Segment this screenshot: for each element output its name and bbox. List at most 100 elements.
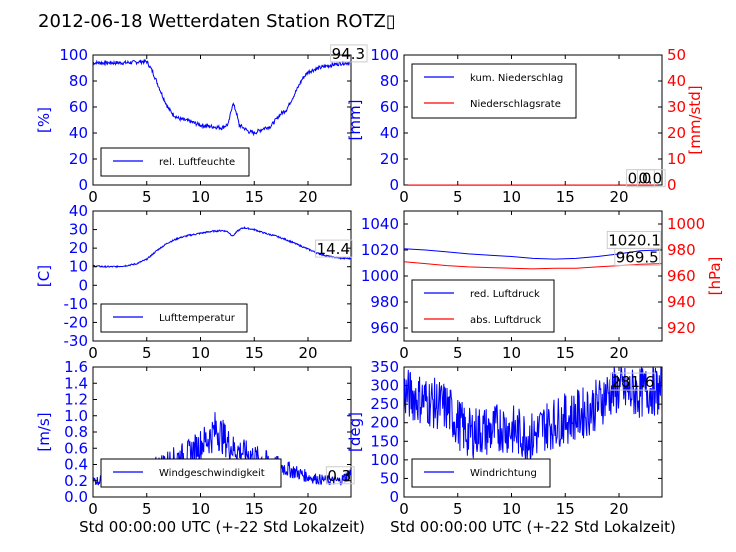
x-tick-label: 5 [453, 344, 463, 362]
series-line-rel-luftfeuchte [93, 58, 351, 137]
y-tick-label: -30 [64, 332, 89, 350]
x-tick-label: 0 [88, 500, 98, 518]
y-tick-label: 200 [370, 414, 399, 432]
y2-tick-label: 30 [667, 98, 686, 116]
y-tick-label: 350 [370, 358, 399, 376]
y-tick-label: 40 [69, 124, 88, 142]
y-tick-label: 0 [389, 488, 399, 506]
series-line-lufttemperatur [93, 226, 351, 269]
legend: rel. Luftfeuchte [100, 147, 250, 177]
legend-label: Niederschlagsrate [470, 99, 561, 110]
x-axis-label: Std 00:00:00 UTC (+-22 Std Lokalzeit) [390, 518, 676, 536]
legend-label: kum. Niederschlag [470, 73, 563, 84]
legend: Windrichtung [411, 458, 551, 488]
y-axis-label: [%] [35, 107, 53, 133]
y2-tick-label: 20 [667, 124, 686, 142]
x-tick-label: 15 [245, 188, 264, 206]
value-annotation-box [325, 466, 355, 485]
x-tick-label: 5 [142, 188, 152, 206]
legend-box [100, 147, 250, 177]
series-line-red-luftdruck [404, 248, 662, 260]
y-tick-label: 20 [69, 150, 88, 168]
value-annotation: 281.6 [611, 373, 654, 391]
y-axis-label: [C] [35, 265, 53, 287]
value-annotation: 969.5 [616, 248, 659, 266]
y-tick-label: 80 [69, 72, 88, 90]
legend-label: red. Luftdruck [470, 289, 540, 300]
y-tick-label: 60 [69, 98, 88, 116]
y2-tick-label: 1000 [667, 215, 705, 233]
x-tick-label: 0 [399, 188, 409, 206]
y-axis-label: [deg] [346, 412, 364, 452]
y-tick-label: 1.4 [64, 374, 88, 392]
y-tick-label: 960 [370, 319, 399, 337]
y-tick-label: 0 [78, 276, 88, 294]
legend-label: Windgeschwindigkeit [159, 468, 265, 479]
y-tick-label: 1.0 [64, 407, 88, 425]
x-tick-label: 5 [453, 188, 463, 206]
y-tick-label: 20 [69, 239, 88, 257]
x-tick-label: 10 [502, 344, 521, 362]
x-tick-label: 15 [556, 500, 575, 518]
y-tick-label: 300 [370, 377, 399, 395]
y-tick-label: 30 [69, 221, 88, 239]
y-tick-label: -10 [64, 295, 89, 313]
y2-axis-label: [hPa] [706, 257, 724, 296]
y-tick-label: 1000 [361, 267, 399, 285]
y-tick-label: 100 [370, 46, 399, 64]
x-tick-label: 15 [245, 500, 264, 518]
x-tick-label: 5 [453, 500, 463, 518]
chart-pressure: 0 5 10 15 20 960 980 1000 1020 1040 920 940 960 980 10… [361, 210, 724, 362]
y-tick-label: 20 [380, 150, 399, 168]
legend-label: Lufttemperatur [159, 313, 236, 324]
y2-tick-label: 960 [667, 267, 696, 285]
y-axis-label: [m/s] [35, 412, 53, 451]
x-tick-label: 10 [502, 500, 521, 518]
y-tick-label: 60 [380, 98, 399, 116]
x-tick-label: 5 [142, 500, 152, 518]
y-tick-label: 0.6 [64, 439, 88, 457]
x-tick-label: 0 [399, 344, 409, 362]
y-tick-label: 80 [380, 72, 399, 90]
y-tick-label: 250 [370, 395, 399, 413]
y2-tick-label: 10 [667, 150, 686, 168]
y-tick-label: 1.6 [64, 358, 88, 376]
y-tick-label: 1.2 [64, 391, 88, 409]
x-tick-label: 0 [88, 344, 98, 362]
x-tick-label: 15 [556, 188, 575, 206]
legend: kum. Niederschlag Niederschlagsrate [411, 63, 577, 119]
legend-box [100, 458, 282, 488]
x-tick-label: 10 [191, 344, 210, 362]
value-annotation: 0.0 [638, 170, 662, 188]
x-tick-label: 5 [142, 344, 152, 362]
value-annotation: 0.3 [327, 467, 351, 485]
y-tick-label: 150 [370, 432, 399, 450]
y-tick-label: 50 [380, 469, 399, 487]
value-annotation: 94.3 [332, 45, 365, 63]
value-annotation-box [636, 169, 666, 188]
x-tick-label: 0 [399, 500, 409, 518]
y-tick-label: 10 [69, 258, 88, 276]
y-tick-label: 0.2 [64, 472, 88, 490]
y2-tick-label: 940 [667, 293, 696, 311]
legend-label: Windrichtung [470, 468, 537, 479]
x-tick-label: 10 [191, 500, 210, 518]
series-line-windrichtung [404, 367, 662, 461]
chart-temperature: 0 5 10 15 20-30-20-10010203040[C]14.4Lufttem… [35, 202, 353, 362]
x-tick-label: 20 [609, 188, 628, 206]
x-tick-label: 10 [502, 188, 521, 206]
x-tick-label: 20 [609, 500, 628, 518]
x-tick-label: 15 [556, 344, 575, 362]
value-annotation: 1020.1 [608, 231, 661, 249]
x-tick-label: 20 [298, 500, 317, 518]
legend: Lufttemperatur [100, 303, 248, 333]
value-annotation-box [315, 239, 353, 258]
value-annotation: 0.0 [628, 170, 652, 188]
x-tick-label: 20 [609, 344, 628, 362]
figure-title: 2012-06-18 Wetterdaten Station ROTZ▯ [38, 11, 396, 32]
y-tick-label: 0.8 [64, 423, 88, 441]
y-tick-label: 1020 [361, 241, 399, 259]
y-tick-label: 40 [69, 202, 88, 220]
y-tick-label: 0.0 [64, 488, 88, 506]
